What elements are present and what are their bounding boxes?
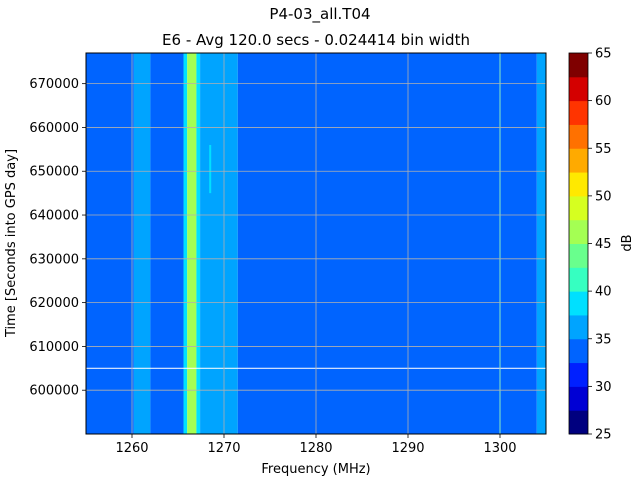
colorbar: 25 30 35 40 45 50 55 60 65	[568, 47, 612, 443]
x-tick-label: 1260	[115, 441, 148, 456]
colorbar-segment	[569, 267, 588, 292]
y-tick-label: 670000	[29, 77, 79, 92]
colorbar-segment	[569, 338, 588, 364]
y-axis: 600000 610000 620000 630000 640000 650000 6600…	[29, 77, 86, 399]
colorbar-segment	[569, 148, 588, 173]
heatmap-band-7	[237, 53, 537, 434]
heatmap-band-2	[150, 53, 184, 434]
heatmap-band-8	[536, 53, 546, 434]
colorbar-segment	[569, 243, 588, 268]
colorbar-segment	[569, 291, 588, 316]
colorbar-tick-label: 60	[595, 94, 612, 109]
colorbar-tick-label: 30	[595, 380, 612, 395]
chart-subtitle: E6 - Avg 120.0 secs - 0.024414 bin width	[162, 31, 470, 49]
colorbar-segment	[569, 219, 588, 244]
colorbar-segment	[569, 362, 588, 387]
heatmap-band-3	[183, 53, 188, 434]
y-tick-label: 650000	[29, 165, 79, 180]
grid-lines	[86, 53, 546, 434]
colorbar-segment	[569, 410, 588, 435]
x-axis: 1260 1270 1280 1290 1300	[115, 434, 517, 456]
chart-title: P4-03_all.T04	[269, 5, 370, 24]
colorbar-segment	[569, 100, 588, 125]
colorbar-label: dB	[620, 234, 635, 251]
heatmap-band-0	[86, 53, 134, 434]
colorbar-segment	[569, 314, 588, 340]
x-tick-label: 1290	[391, 441, 424, 456]
y-tick-label: 630000	[29, 252, 79, 267]
plot-area	[86, 53, 546, 434]
colorbar-segment	[569, 172, 588, 197]
colorbar-tick-label: 35	[595, 332, 612, 347]
colorbar-tick-label: 50	[595, 189, 612, 204]
colorbar-segment	[569, 195, 588, 221]
colorbar-tick-label: 40	[595, 285, 612, 300]
heatmap-band-1	[133, 53, 151, 434]
heatmap-band-4	[187, 53, 197, 434]
colorbar-segment	[569, 76, 588, 102]
colorbar-segment	[569, 386, 588, 411]
x-tick-label: 1270	[207, 441, 240, 456]
heatmap-band-6	[200, 53, 238, 434]
colorbar-tick-label: 45	[595, 237, 612, 252]
heatmap-band-5	[196, 53, 201, 434]
colorbar-segment	[569, 124, 588, 149]
y-tick-label: 640000	[29, 209, 79, 224]
colorbar-segment	[569, 53, 588, 78]
x-tick-label: 1280	[299, 441, 332, 456]
y-tick-label: 600000	[29, 384, 79, 399]
colorbar-tick-label: 65	[595, 47, 612, 62]
y-tick-label: 660000	[29, 121, 79, 136]
x-axis-label: Frequency (MHz)	[261, 462, 370, 477]
y-tick-label: 610000	[29, 340, 79, 355]
y-tick-label: 620000	[29, 296, 79, 311]
y-axis-label: Time [Seconds into GPS day]	[4, 149, 19, 338]
colorbar-tick-label: 25	[595, 428, 612, 443]
x-tick-label: 1300	[483, 441, 516, 456]
colorbar-tick-label: 55	[595, 142, 612, 157]
